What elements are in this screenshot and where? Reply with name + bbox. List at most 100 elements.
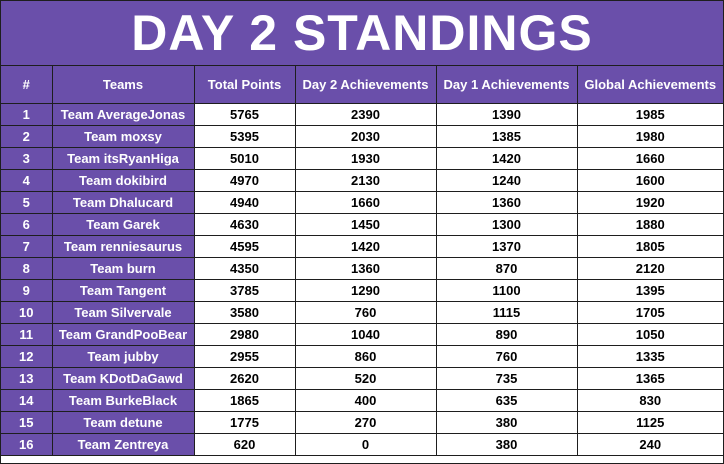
day2-achievements-cell: 2130 xyxy=(294,169,437,192)
team-name-cell: Team jubby xyxy=(51,345,195,368)
day2-achievements-cell: 2390 xyxy=(294,103,437,126)
total-points-cell: 620 xyxy=(193,433,296,456)
team-name-cell: Team Garek xyxy=(51,213,195,236)
global-achievements-cell: 1660 xyxy=(576,147,723,170)
total-points-cell: 5765 xyxy=(193,103,296,126)
table-row: 16 Team Zentreya 620 0 380 240 xyxy=(1,433,723,456)
day1-achievements-cell: 380 xyxy=(435,411,578,434)
header-row: # Teams Total Points Day 2 Achievements … xyxy=(1,66,723,104)
day1-achievements-cell: 1370 xyxy=(435,235,578,258)
day1-achievements-cell: 1390 xyxy=(435,103,578,126)
global-achievements-cell: 1880 xyxy=(576,213,723,236)
day2-achievements-cell: 520 xyxy=(294,367,437,390)
column-header-total-points: Total Points xyxy=(193,66,296,104)
team-name-cell: Team AverageJonas xyxy=(51,103,195,126)
rank-cell: 16 xyxy=(1,433,53,456)
team-name-cell: Team KDotDaGawd xyxy=(51,367,195,390)
day1-achievements-cell: 890 xyxy=(435,323,578,346)
global-achievements-cell: 2120 xyxy=(576,257,723,280)
total-points-cell: 5395 xyxy=(193,125,296,148)
page-title: DAY 2 STANDINGS xyxy=(1,1,723,66)
global-achievements-cell: 1980 xyxy=(576,125,723,148)
table-row: 6 Team Garek 4630 1450 1300 1880 xyxy=(1,213,723,236)
total-points-cell: 4350 xyxy=(193,257,296,280)
team-name-cell: Team dokibird xyxy=(51,169,195,192)
team-name-cell: Team BurkeBlack xyxy=(51,389,195,412)
day2-achievements-cell: 860 xyxy=(294,345,437,368)
rank-cell: 9 xyxy=(1,279,53,302)
table-row: 12 Team jubby 2955 860 760 1335 xyxy=(1,345,723,368)
team-name-cell: Team detune xyxy=(51,411,195,434)
rank-cell: 5 xyxy=(1,191,53,214)
day1-achievements-cell: 1100 xyxy=(435,279,578,302)
day2-achievements-cell: 270 xyxy=(294,411,437,434)
day2-achievements-cell: 1360 xyxy=(294,257,437,280)
day2-achievements-cell: 2030 xyxy=(294,125,437,148)
rank-cell: 2 xyxy=(1,125,53,148)
table-row: 10 Team Silvervale 3580 760 1115 1705 xyxy=(1,301,723,324)
day1-achievements-cell: 1420 xyxy=(435,147,578,170)
global-achievements-cell: 1805 xyxy=(576,235,723,258)
team-name-cell: Team moxsy xyxy=(51,125,195,148)
day1-achievements-cell: 735 xyxy=(435,367,578,390)
global-achievements-cell: 830 xyxy=(576,389,723,412)
rank-cell: 12 xyxy=(1,345,53,368)
day2-achievements-cell: 1660 xyxy=(294,191,437,214)
total-points-cell: 2980 xyxy=(193,323,296,346)
global-achievements-cell: 1920 xyxy=(576,191,723,214)
total-points-cell: 4595 xyxy=(193,235,296,258)
table-row: 7 Team renniesaurus 4595 1420 1370 1805 xyxy=(1,235,723,258)
day2-achievements-cell: 1290 xyxy=(294,279,437,302)
total-points-cell: 2620 xyxy=(193,367,296,390)
team-name-cell: Team burn xyxy=(51,257,195,280)
rank-cell: 11 xyxy=(1,323,53,346)
table-row: 3 Team itsRyanHiga 5010 1930 1420 1660 xyxy=(1,147,723,170)
day1-achievements-cell: 635 xyxy=(435,389,578,412)
global-achievements-cell: 1395 xyxy=(576,279,723,302)
team-name-cell: Team Zentreya xyxy=(51,433,195,456)
rank-cell: 1 xyxy=(1,103,53,126)
rank-cell: 10 xyxy=(1,301,53,324)
day1-achievements-cell: 1300 xyxy=(435,213,578,236)
table-row: 9 Team Tangent 3785 1290 1100 1395 xyxy=(1,279,723,302)
total-points-cell: 1865 xyxy=(193,389,296,412)
day2-achievements-cell: 1930 xyxy=(294,147,437,170)
total-points-cell: 2955 xyxy=(193,345,296,368)
day1-achievements-cell: 380 xyxy=(435,433,578,456)
column-header-day2-achievements: Day 2 Achievements xyxy=(294,66,437,104)
rank-cell: 13 xyxy=(1,367,53,390)
global-achievements-cell: 1985 xyxy=(576,103,723,126)
day2-achievements-cell: 1420 xyxy=(294,235,437,258)
day2-achievements-cell: 0 xyxy=(294,433,437,456)
global-achievements-cell: 1050 xyxy=(576,323,723,346)
team-name-cell: Team renniesaurus xyxy=(51,235,195,258)
global-achievements-cell: 1335 xyxy=(576,345,723,368)
global-achievements-cell: 240 xyxy=(576,433,723,456)
rank-cell: 7 xyxy=(1,235,53,258)
column-header-day1-achievements: Day 1 Achievements xyxy=(435,66,578,104)
total-points-cell: 4970 xyxy=(193,169,296,192)
total-points-cell: 1775 xyxy=(193,411,296,434)
day2-achievements-cell: 1040 xyxy=(294,323,437,346)
rank-cell: 15 xyxy=(1,411,53,434)
global-achievements-cell: 1125 xyxy=(576,411,723,434)
day1-achievements-cell: 760 xyxy=(435,345,578,368)
team-name-cell: Team Dhalucard xyxy=(51,191,195,214)
day2-achievements-cell: 400 xyxy=(294,389,437,412)
total-points-cell: 5010 xyxy=(193,147,296,170)
table-row: 15 Team detune 1775 270 380 1125 xyxy=(1,411,723,434)
team-name-cell: Team GrandPooBear xyxy=(51,323,195,346)
column-header-rank: # xyxy=(1,66,53,104)
table-row: 1 Team AverageJonas 5765 2390 1390 1985 xyxy=(1,103,723,126)
day1-achievements-cell: 1115 xyxy=(435,301,578,324)
day1-achievements-cell: 1385 xyxy=(435,125,578,148)
table-row: 14 Team BurkeBlack 1865 400 635 830 xyxy=(1,389,723,412)
table-row: 2 Team moxsy 5395 2030 1385 1980 xyxy=(1,125,723,148)
day2-achievements-cell: 1450 xyxy=(294,213,437,236)
day1-achievements-cell: 870 xyxy=(435,257,578,280)
table-row: 8 Team burn 4350 1360 870 2120 xyxy=(1,257,723,280)
day1-achievements-cell: 1360 xyxy=(435,191,578,214)
total-points-cell: 3580 xyxy=(193,301,296,324)
team-name-cell: Team Tangent xyxy=(51,279,195,302)
